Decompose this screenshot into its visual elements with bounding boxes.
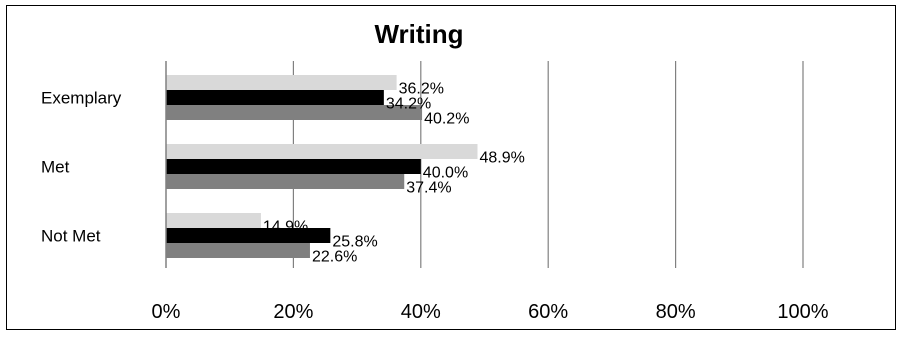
- category-label-exemplary: Exemplary: [41, 89, 122, 108]
- x-tick-label-60: 60%: [528, 301, 568, 323]
- category-label-not-met: Not Met: [41, 227, 101, 246]
- bar-met-s2: [166, 159, 421, 174]
- data-label-exemplary-s3: 40.2%: [424, 111, 469, 128]
- bar-exemplary-s2: [166, 90, 384, 105]
- x-tick-label-100: 100%: [777, 301, 828, 323]
- x-tick-label-80: 80%: [656, 301, 696, 323]
- data-labels: 36.2%34.2%40.2% 48.9% 40.0%37.4% 14.9% 25.8%…: [263, 81, 525, 266]
- bar-not-met-s1: [166, 213, 261, 228]
- bar-exemplary-s1: [166, 75, 397, 90]
- bars: [166, 75, 478, 258]
- bar-exemplary-s3: [166, 105, 423, 120]
- data-label-not-met-s3: 22.6%: [312, 249, 357, 266]
- chart-title: Writing: [374, 19, 463, 49]
- bar-met-s3: [166, 174, 405, 189]
- data-label-met-s2: 40.0%: [423, 165, 468, 182]
- bar-not-met-s2: [166, 228, 331, 243]
- data-label-met-s3: 37.4%: [406, 180, 451, 197]
- bar-not-met-s3: [166, 243, 310, 258]
- data-label-exemplary-s2: 34.2%: [386, 96, 431, 113]
- data-label-met-s1: 48.9%: [479, 150, 524, 167]
- x-tick-label-40: 40%: [401, 301, 441, 323]
- category-labels: Exemplary Met Not Met: [41, 89, 122, 246]
- writing-chart: Writing Exemplary Met Not Met 0% 20% 40% 60% 8…: [41, 19, 829, 323]
- x-tick-label-20: 20%: [273, 301, 313, 323]
- x-tick-labels: 0% 20% 40% 60% 80% 100%: [152, 301, 829, 323]
- data-label-not-met-s1: 14.9%: [263, 219, 308, 236]
- data-label-exemplary-s1: 36.2%: [399, 81, 444, 98]
- category-label-met: Met: [41, 158, 70, 177]
- bar-met-s1: [166, 144, 478, 159]
- x-tick-label-0: 0%: [152, 301, 181, 323]
- chart-frame: Writing Exemplary Met Not Met 0% 20% 40% 60% 8…: [6, 5, 896, 330]
- data-label-not-met-s2: 25.8%: [332, 234, 377, 251]
